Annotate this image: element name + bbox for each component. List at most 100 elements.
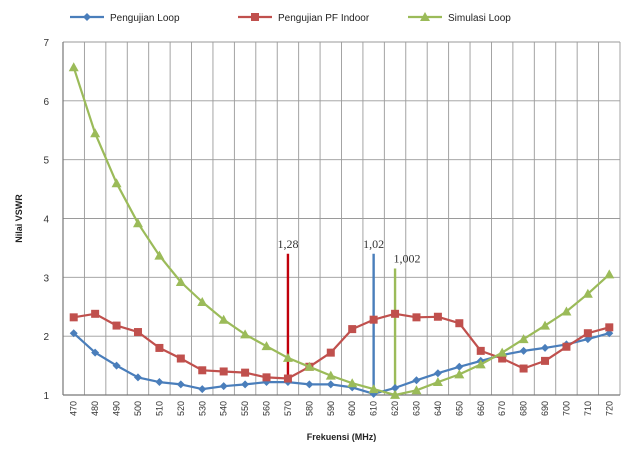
x-tick-label: 720 — [604, 401, 614, 416]
data-point — [69, 313, 78, 322]
legend-label: Pengujian Loop — [110, 13, 180, 24]
data-point — [241, 368, 250, 377]
data-point — [391, 309, 400, 318]
data-point — [262, 373, 271, 382]
x-tick-label: 470 — [69, 401, 79, 416]
y-tick-label: 3 — [43, 273, 49, 284]
data-point — [112, 361, 121, 370]
data-point — [282, 352, 293, 362]
data-point — [176, 380, 185, 389]
x-tick-label: 700 — [561, 401, 571, 416]
data-point — [455, 319, 464, 328]
tick-labels: 1 2 3 4 5 6 7 470 480 490 500 510 520 530 540 550 560 570… — [43, 38, 614, 416]
x-tick-label: 570 — [283, 401, 293, 416]
data-point — [541, 356, 550, 365]
y-tick-label: 4 — [43, 215, 49, 226]
x-tick-label: 500 — [133, 401, 143, 416]
x-tick-label: 580 — [304, 401, 314, 416]
legend-marker — [251, 13, 259, 21]
x-tick-label: 670 — [497, 401, 507, 416]
data-point — [412, 313, 421, 322]
annotation-label: 1,28 — [277, 237, 298, 251]
data-point — [498, 354, 507, 363]
data-point — [132, 218, 143, 228]
x-tick-label: 690 — [540, 401, 550, 416]
x-axis-label: Frekuensi (MHz) — [307, 432, 377, 442]
data-point — [390, 389, 401, 399]
x-tick-label: 590 — [326, 401, 336, 416]
data-point — [304, 361, 315, 371]
data-point — [476, 346, 485, 355]
data-point — [133, 328, 142, 337]
data-point — [261, 341, 272, 351]
y-tick-label: 7 — [43, 38, 49, 49]
x-tick-label: 490 — [112, 401, 122, 416]
data-point — [519, 364, 528, 373]
data-point — [175, 277, 186, 287]
data-point — [198, 385, 207, 394]
legend: Pengujian Loop Pengujian PF Indoor Simulas… — [70, 12, 511, 24]
data-point — [497, 347, 508, 357]
annotation-label: 1,02 — [363, 237, 384, 251]
data-point — [69, 329, 78, 338]
y-tick-label: 5 — [43, 156, 49, 167]
data-point — [176, 354, 185, 363]
y-tick-label: 6 — [43, 97, 49, 108]
data-point — [68, 62, 79, 72]
data-point — [155, 343, 164, 352]
x-tick-label: 710 — [583, 401, 593, 416]
legend-marker — [83, 13, 91, 21]
data-point — [198, 366, 207, 375]
data-point — [325, 370, 336, 380]
data-point — [518, 334, 529, 344]
data-point — [583, 329, 592, 338]
data-point — [541, 343, 550, 352]
data-point — [562, 342, 571, 351]
legend-label: Simulasi Loop — [448, 13, 511, 24]
data-point — [519, 346, 528, 355]
annotation-labels: 1,28 1,02 1,002 — [277, 237, 420, 266]
x-tick-label: 550 — [240, 401, 250, 416]
x-tick-label: 610 — [369, 401, 379, 416]
axes — [62, 42, 620, 396]
data-point — [155, 378, 164, 387]
y-tick-label: 1 — [43, 391, 49, 402]
data-point — [432, 377, 443, 387]
data-point — [369, 315, 378, 324]
data-point — [90, 128, 101, 138]
data-point — [219, 367, 228, 376]
x-tick-label: 660 — [476, 401, 486, 416]
data-point — [540, 320, 551, 330]
data-point — [604, 269, 615, 279]
data-point — [455, 362, 464, 371]
data-point — [561, 306, 572, 316]
data-point — [582, 288, 593, 298]
data-point — [111, 178, 122, 188]
data-point — [411, 385, 422, 395]
legend-marker — [420, 12, 430, 21]
legend-item-0: Pengujian Loop — [70, 13, 180, 24]
x-tick-label: 650 — [454, 401, 464, 416]
data-point — [112, 321, 121, 330]
data-point — [91, 348, 100, 357]
annotation-label: 1,002 — [394, 252, 421, 266]
legend-item-2: Simulasi Loop — [408, 12, 511, 24]
data-point — [348, 325, 357, 334]
data-point — [154, 250, 165, 260]
y-axis-label: Nilai VSWR — [14, 194, 24, 243]
data-point — [391, 383, 400, 392]
data-point — [218, 314, 229, 324]
data-point — [433, 369, 442, 378]
x-tick-label: 530 — [197, 401, 207, 416]
x-tick-label: 620 — [390, 401, 400, 416]
x-tick-label: 600 — [347, 401, 357, 416]
data-point — [326, 380, 335, 389]
data-point — [412, 376, 421, 385]
data-point — [219, 382, 228, 391]
x-tick-label: 560 — [262, 401, 272, 416]
x-tick-label: 540 — [219, 401, 229, 416]
data-point — [241, 380, 250, 389]
data-point — [91, 309, 100, 318]
